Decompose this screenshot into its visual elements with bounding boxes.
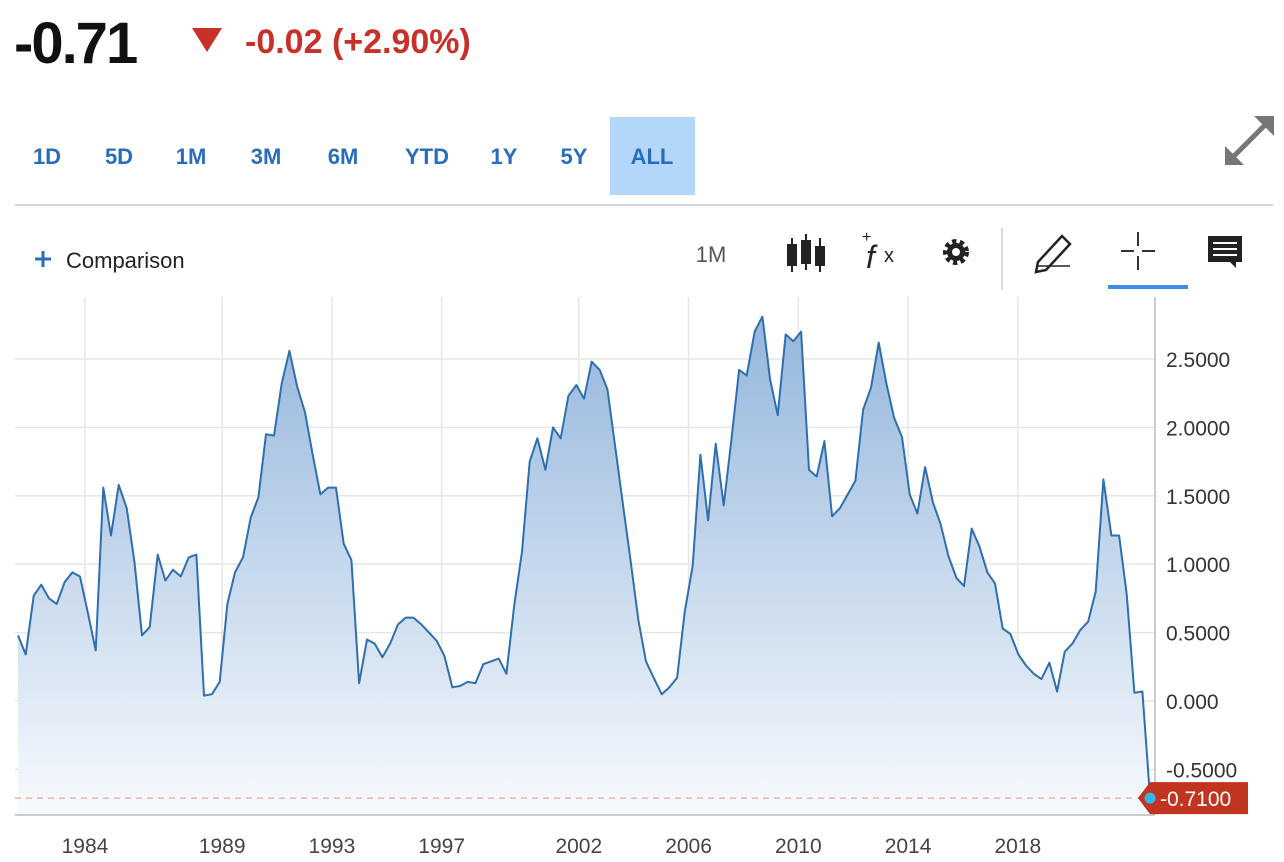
last-point [1144, 792, 1156, 804]
range-button[interactable]: YTD [405, 144, 449, 169]
range-button[interactable]: 3M [251, 144, 282, 169]
range-label: YTD [405, 144, 449, 169]
range-label: 5D [105, 144, 133, 169]
x-tick-label: 1989 [199, 835, 246, 858]
chart: 1984 1989 1993 1997 2002 2006 2010 2014 2018 -0.5… [15, 297, 1248, 858]
expand-button[interactable] [1225, 116, 1274, 165]
x-tick-label: 1984 [62, 835, 109, 858]
comparison-button[interactable]: Comparison [35, 248, 185, 273]
range-button[interactable]: 1M [176, 144, 207, 169]
x-tick-label: 2002 [555, 835, 602, 858]
line [17, 315, 1152, 799]
y-tick-label: -0.5000 [1166, 759, 1237, 782]
draw-button[interactable] [1034, 234, 1072, 274]
down-arrow [192, 28, 222, 52]
svg-text:x: x [884, 245, 894, 267]
x-tick-label: 2010 [775, 835, 822, 858]
range-label: 1Y [491, 144, 518, 169]
range-button[interactable]: 6M [328, 144, 359, 169]
range-button[interactable]: ALL [610, 117, 695, 195]
range-label: ALL [631, 144, 674, 169]
y-tick-label: 0.5000 [1166, 623, 1230, 646]
x-tick-label: 1993 [309, 835, 356, 858]
range-button[interactable]: 1Y [491, 144, 518, 169]
range-button[interactable]: 5D [105, 144, 133, 169]
svg-text:f: f [866, 239, 878, 275]
range-button[interactable]: 5Y [561, 144, 588, 169]
range-button[interactable]: 1D [33, 144, 61, 169]
settings-button[interactable] [943, 239, 969, 265]
price: -0.71 [14, 11, 137, 76]
range-label: 1M [176, 144, 207, 169]
range-label: 6M [328, 144, 359, 169]
last-price-tag [1138, 782, 1248, 815]
chart-type-button[interactable] [787, 234, 825, 272]
svg-text:+: + [862, 229, 871, 246]
active-tool-indicator [1108, 285, 1188, 289]
price-change: -0.02 (+2.90%) [245, 23, 471, 61]
range-highlight [610, 117, 695, 195]
y-tick-label: 1.5000 [1166, 486, 1230, 509]
y-tick-label: 1.0000 [1166, 554, 1230, 577]
x-tick-label: 2006 [665, 835, 712, 858]
x-tick-label: 1997 [418, 835, 465, 858]
y-tick-label: 2.5000 [1166, 349, 1230, 372]
range-buttons: 1D 5D 1M 3M 6M YTD 1Y 5Y ALL [33, 117, 695, 195]
x-tick-label: 2018 [994, 835, 1041, 858]
x-tick-label: 2014 [885, 835, 932, 858]
range-label: 5Y [561, 144, 588, 169]
comment-button[interactable] [1208, 236, 1242, 268]
last-price-label: -0.7100 [1160, 788, 1231, 811]
interval-button[interactable]: 1M [696, 242, 727, 267]
y-tick-label: 2.0000 [1166, 417, 1230, 440]
range-label: 3M [251, 144, 282, 169]
comparison-label: Comparison [66, 248, 185, 273]
y-tick-label: 0.000 [1166, 691, 1219, 714]
crosshair-button[interactable] [1121, 232, 1155, 270]
area-fill [18, 316, 1151, 815]
range-label: 1D [33, 144, 61, 169]
studies-button[interactable]: + f x [862, 229, 894, 275]
